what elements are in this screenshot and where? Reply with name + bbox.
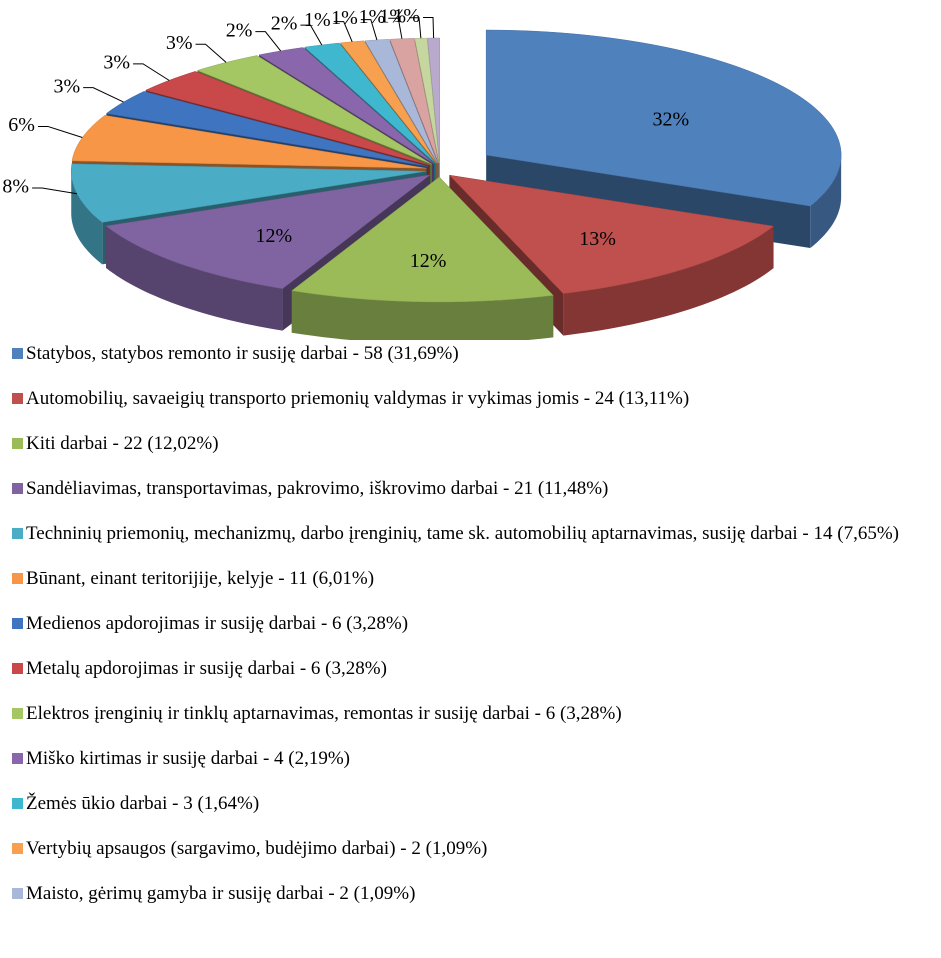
legend-label: Žemės ūkio darbai - 3 (1,64%) [26, 793, 260, 814]
slice-top [291, 176, 554, 303]
legend-item: Miško kirtimas ir susiję darbai - 4 (2,1… [12, 748, 937, 769]
legend-item: Žemės ūkio darbai - 3 (1,64%) [12, 793, 937, 814]
legend-label: Metalų apdorojimas ir susiję darbai - 6 … [26, 658, 387, 679]
legend-swatch [12, 483, 23, 494]
legend-item: Elektros įrenginių ir tinklų aptarnavima… [12, 703, 937, 724]
legend-swatch [12, 393, 23, 404]
legend-swatch [12, 348, 23, 359]
leader-line [37, 125, 83, 139]
slice-top [144, 71, 430, 166]
legend-label: Kiti darbai - 22 (12,02%) [26, 433, 219, 454]
legend-item: Maisto, gėrimų gamyba ir susiję darbai -… [12, 883, 937, 904]
legend-item: Medienos apdorojimas ir susiję darbai - … [12, 613, 937, 634]
legend-swatch [12, 798, 23, 809]
slice-side [291, 290, 554, 340]
legend-label: Elektros įrenginių ir tinklų aptarnavima… [26, 703, 622, 724]
data-label: 12% [256, 225, 293, 247]
leader-line [423, 17, 435, 39]
leader-line [195, 43, 227, 63]
slice-top [70, 163, 427, 223]
leader-line [409, 17, 422, 39]
legend-item: Vertybių apsaugos (sargavimo, budėjimo d… [12, 838, 937, 859]
leader-line [300, 24, 323, 46]
legend-label: Techninių priemonių, mechanizmų, darbo į… [26, 523, 899, 544]
slice-top [339, 40, 437, 164]
legend-swatch [12, 663, 23, 674]
legend-label: Būnant, einant teritorijije, kelyje - 11… [26, 568, 375, 589]
data-label: 1% [379, 5, 406, 27]
legend-swatch [12, 843, 23, 854]
data-label: 3% [53, 75, 80, 97]
slice-top [71, 115, 427, 169]
slice-top [196, 55, 433, 165]
slice-side [71, 171, 103, 265]
legend-item: Techninių priemonių, mechanizmų, darbo į… [12, 523, 937, 544]
legend-label: Miško kirtimas ir susiję darbai - 4 (2,1… [26, 748, 351, 769]
slice-side [563, 226, 774, 336]
leader-line [83, 87, 124, 103]
slice-side [106, 226, 283, 331]
legend-label: Sandėliavimas, transportavimas, pakrovim… [26, 478, 609, 499]
data-label: 12% [410, 250, 447, 272]
legend-item: Automobilių, savaeigių transporto priemo… [12, 388, 937, 409]
slice-top [448, 174, 775, 294]
data-label: 13% [579, 228, 616, 250]
slice-top [364, 39, 438, 164]
data-label: 32% [652, 108, 689, 130]
legend-swatch [12, 618, 23, 629]
legend-swatch [12, 438, 23, 449]
data-label: 1% [393, 5, 420, 27]
legend-label: Automobilių, savaeigių transporto priemo… [26, 388, 690, 409]
data-label: 8% [2, 176, 29, 198]
data-label: 2% [271, 13, 298, 35]
data-label: 3% [103, 51, 130, 73]
legend-label: Medienos apdorojimas ir susiję darbai - … [26, 613, 409, 634]
legend-swatch [12, 528, 23, 539]
leader-line [360, 19, 378, 41]
slice [291, 176, 554, 340]
leader-line [388, 17, 403, 39]
data-label: 6% [8, 114, 35, 136]
slice-top [105, 174, 431, 289]
legend: Statybos, statybos remonto ir susiję dar… [12, 343, 937, 904]
slice-top [105, 91, 429, 167]
leader-line [32, 187, 78, 195]
data-label: 1% [331, 7, 358, 29]
legend-label: Vertybių apsaugos (sargavimo, budėjimo d… [26, 838, 488, 859]
data-label: 2% [226, 19, 253, 41]
pie-chart: 32%13%12%12%8%6%3%3%3%2% 2% 1% 1% 1%1%1% [2, 5, 842, 340]
leader-line [333, 21, 353, 42]
legend-swatch [12, 708, 23, 719]
data-label: 1% [304, 9, 331, 31]
leader-line [255, 31, 282, 52]
legend-label: Statybos, statybos remonto ir susiję dar… [26, 343, 459, 364]
data-label: 3% [166, 32, 193, 54]
slice-top [258, 47, 435, 164]
slice-side [810, 155, 842, 249]
data-label: 1% [359, 6, 386, 28]
legend-item: Metalų apdorojimas ir susiję darbai - 6 … [12, 658, 937, 679]
legend-label: Maisto, gėrimų gamyba ir susiję darbai -… [26, 883, 416, 904]
legend-swatch [12, 753, 23, 764]
slice-top [485, 29, 842, 207]
legend-swatch [12, 888, 23, 899]
legend-item: Sandėliavimas, transportavimas, pakrovim… [12, 478, 937, 499]
legend-swatch [12, 573, 23, 584]
legend-item: Kiti darbai - 22 (12,02%) [12, 433, 937, 454]
slice-top [389, 38, 439, 164]
legend-item: Statybos, statybos remonto ir susiję dar… [12, 343, 937, 364]
legend-item: Būnant, einant teritorijije, kelyje - 11… [12, 568, 937, 589]
leader-line [133, 63, 170, 81]
